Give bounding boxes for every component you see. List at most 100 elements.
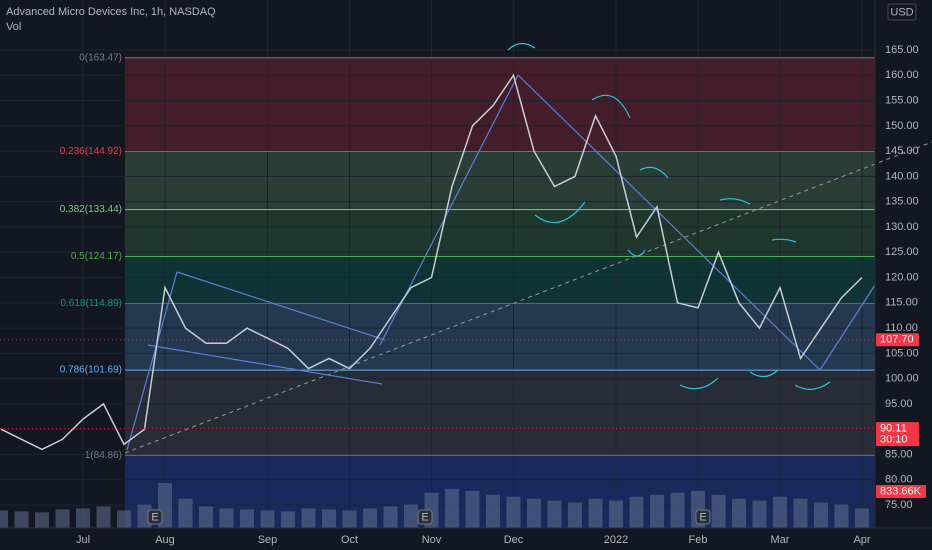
y-tick-label: 100.00 xyxy=(885,373,919,385)
volume-bar xyxy=(14,511,29,528)
volume-bar xyxy=(178,498,193,528)
x-tick-label: Feb xyxy=(689,534,708,546)
volume-bar xyxy=(650,494,664,528)
volume-bar xyxy=(342,510,357,528)
arc xyxy=(507,42,536,51)
event-marker xyxy=(417,509,433,525)
arc xyxy=(591,94,631,119)
volume-bar xyxy=(117,510,131,528)
volume xyxy=(0,483,869,528)
volume-bar xyxy=(732,498,746,528)
y-tick-label: 145.00 xyxy=(885,145,919,157)
trend-line xyxy=(176,271,386,341)
volume-bar xyxy=(260,510,275,528)
volume-bar xyxy=(814,502,828,528)
event-markers: E E E xyxy=(147,509,711,525)
volume-bar xyxy=(547,500,562,528)
x-tick-label: Nov xyxy=(422,534,442,546)
volume-title: Vol xyxy=(6,21,21,33)
y-tick-label: 80.00 xyxy=(885,474,913,486)
arc xyxy=(794,381,831,390)
volume-bar xyxy=(96,506,111,528)
trend-line xyxy=(147,344,383,385)
volume-bar xyxy=(322,509,336,528)
volume-bar xyxy=(219,508,234,528)
volume-bar xyxy=(773,496,787,528)
fib-trend-line xyxy=(124,141,932,454)
volume-bar xyxy=(834,504,849,528)
fib-zone xyxy=(125,303,875,371)
x-tick-label: 2022 xyxy=(604,534,628,546)
volume-label: 833.66K xyxy=(880,485,922,497)
fib-label: 0.5(124.17) xyxy=(71,251,122,262)
y-tick-label: 95.00 xyxy=(885,398,913,410)
arc xyxy=(719,198,751,205)
volume-bar xyxy=(752,500,767,528)
fib-label: 0.236(144.92) xyxy=(60,146,122,157)
price-label: 90.11 xyxy=(880,423,907,435)
y-tick-label: 135.00 xyxy=(885,196,919,208)
y-tick-label: 155.00 xyxy=(885,94,919,106)
volume-bar xyxy=(383,506,398,528)
price-line xyxy=(0,73,863,451)
x-tick-label: Sep xyxy=(258,534,278,546)
volume-bar xyxy=(404,504,418,528)
volume-bar xyxy=(670,492,685,528)
volume-bar xyxy=(55,509,70,528)
fib-zone xyxy=(125,209,875,257)
volume-bar xyxy=(199,506,213,528)
x-tick-label: Apr xyxy=(853,534,870,546)
trend-line xyxy=(517,74,821,371)
chart-title: Advanced Micro Devices Inc, 1h, NASDAQ xyxy=(6,6,216,18)
fib-zone xyxy=(125,370,875,456)
fib-label: 0.382(133.44) xyxy=(60,204,122,215)
price xyxy=(0,73,863,451)
fib-zone xyxy=(125,57,875,152)
y-tick-label: 160.00 xyxy=(885,69,919,81)
volume-bar xyxy=(855,508,869,528)
fib-label: 0.786(101.69) xyxy=(60,365,122,376)
arc xyxy=(639,166,669,179)
y-tick-label: 125.00 xyxy=(885,246,919,258)
axes: 75.0080.0085.0090.0095.00100.00105.00110… xyxy=(0,44,926,546)
volume-bar xyxy=(506,496,521,528)
event-marker xyxy=(147,509,163,525)
price-label-box xyxy=(876,422,919,447)
fib-label: 0.618(114.89) xyxy=(60,298,122,309)
trend-line xyxy=(819,284,876,371)
y-tick-label: 110.00 xyxy=(885,322,918,334)
y-tick-label: 120.00 xyxy=(885,271,919,283)
volume-label-box xyxy=(876,485,926,498)
y-tick-label: 115.00 xyxy=(885,297,918,309)
price-label: 107.70 xyxy=(880,334,914,346)
currency-box xyxy=(887,3,917,21)
x-tick-label: Mar xyxy=(771,534,790,546)
x-tick-label: Oct xyxy=(341,534,358,546)
arc xyxy=(627,249,646,257)
trend-line xyxy=(126,271,178,451)
volume-bar xyxy=(527,498,541,528)
volume-bar xyxy=(609,500,623,528)
price-label-box xyxy=(876,333,919,347)
x-tick-label: Jul xyxy=(76,534,90,546)
volume-bar xyxy=(629,496,644,528)
fib-label: 1(84.86) xyxy=(85,450,122,461)
fib-levels: 0(163.47) 0.236(144.92) 0.382(133.44) 0.5(1… xyxy=(60,52,875,461)
fib-zones xyxy=(125,57,875,456)
volume-bar xyxy=(35,512,49,528)
volume-bar xyxy=(76,508,90,528)
y-tick-label: 140.00 xyxy=(885,170,919,182)
volume-bar xyxy=(301,508,316,528)
event-label: E xyxy=(151,511,158,523)
volume-bar xyxy=(793,498,808,528)
volume-bar xyxy=(445,488,459,528)
arc xyxy=(771,238,797,243)
x-tick-label: Dec xyxy=(504,534,524,546)
volume-bar xyxy=(568,502,582,528)
annotation-arcs xyxy=(507,42,831,390)
volume-bar xyxy=(465,490,480,528)
arc xyxy=(534,201,586,224)
volume-bar xyxy=(711,494,726,528)
y-tick-label: 105.00 xyxy=(885,347,919,359)
y-tick-label: 130.00 xyxy=(885,221,919,233)
